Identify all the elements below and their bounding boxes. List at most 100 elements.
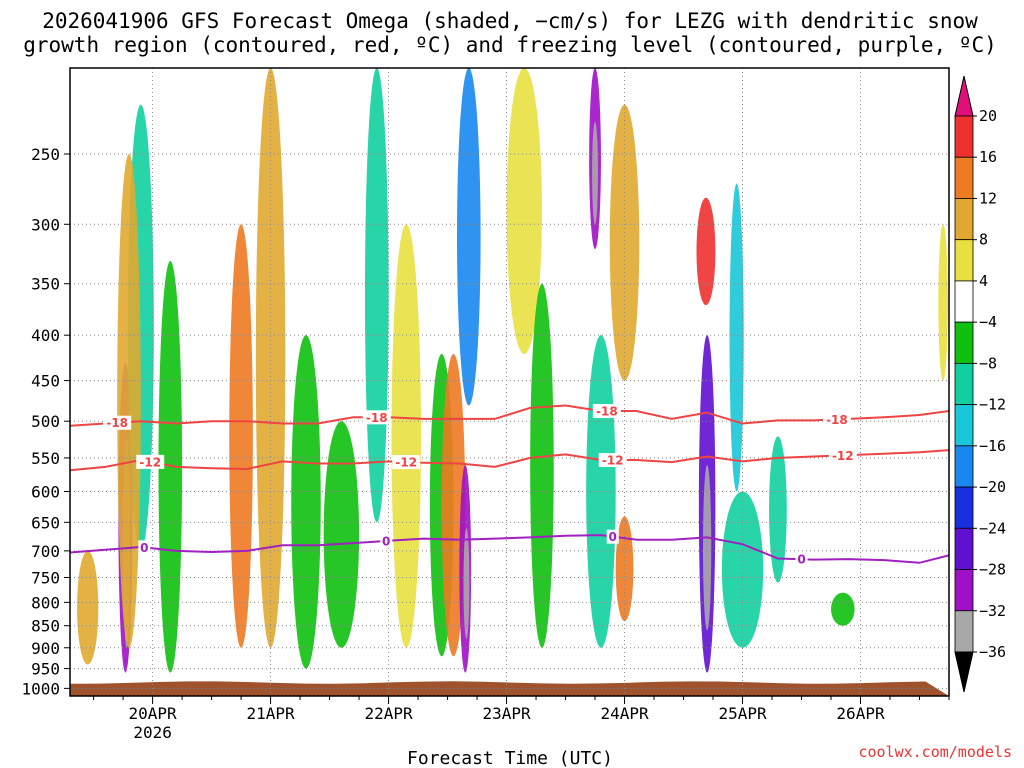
contour-line [70, 404, 949, 427]
contour-label: 0 [382, 534, 390, 548]
plot-frame [69, 67, 950, 697]
omega-shaded-feature [117, 154, 141, 648]
y-tick-label: 350 [31, 275, 60, 294]
colorbar-tick-label: 8 [979, 231, 988, 249]
omega-shaded-feature [609, 104, 640, 381]
omega-shaded-feature [938, 224, 948, 381]
contour-label-background [828, 448, 857, 463]
contour-label: 0 [609, 530, 617, 544]
contour-label: -12 [139, 455, 161, 469]
omega-shaded-feature [506, 68, 542, 354]
colorbar-tick-label: 20 [979, 107, 997, 125]
contour-label-background [138, 540, 151, 555]
omega-shaded-feature [456, 68, 481, 406]
contour-label: -12 [832, 449, 854, 463]
contour-line [70, 449, 949, 472]
colorbar-swatch [954, 198, 974, 241]
colorbar-tick-label: −20 [979, 478, 1006, 496]
colorbar-swatch [954, 486, 974, 529]
contour-label: -18 [366, 411, 388, 425]
y-axis-pressure-ticks: 250 300 350 400 450 500 550 600 650 700 750 800 850 9… [21, 145, 70, 698]
colorbar-tick-label: 4 [979, 272, 988, 290]
colorbar-swatch [954, 445, 974, 488]
colorbar-swatch [954, 610, 974, 653]
colorbar-tick-label: −28 [979, 561, 1006, 579]
contour-label-background [362, 410, 391, 425]
contour-label: 0 [140, 541, 148, 555]
y-tick-label: 950 [31, 660, 60, 679]
chart-title-line-2: growth region (contoured, red, ºC) and f… [23, 33, 997, 57]
contour-label-background [136, 454, 165, 469]
y-tick-label: 650 [31, 513, 60, 532]
y-tick-label: 450 [31, 372, 60, 391]
omega-shaded-feature [229, 224, 253, 648]
ground-surface [70, 681, 949, 696]
x-tick-label: 20APR [129, 704, 178, 723]
colorbar-tick-label: −12 [979, 396, 1006, 414]
contours: -18 -18 -18 -18 -12 -12 -12 -12 0 0 0 0 [70, 404, 949, 567]
colorbar-swatch [954, 362, 974, 406]
colorbar-tick-label: 12 [979, 189, 997, 207]
omega-shaded-feature [441, 353, 466, 657]
colorbar-tick-label: −8 [979, 354, 997, 372]
chart-title-line-1: 2026041906 GFS Forecast Omega (shaded, −… [42, 9, 978, 33]
omega-shaded-feature [323, 421, 360, 648]
colorbar-swatch [954, 321, 974, 364]
x-tick-label: 25APR [718, 704, 767, 723]
contour-label-background [103, 415, 132, 430]
colorbar-tick-label: −36 [979, 643, 1006, 661]
omega-shaded-feature [721, 491, 764, 648]
contour-label-background [795, 552, 808, 567]
y-tick-label: 1000 [21, 679, 60, 698]
colorbar-swatch [954, 569, 974, 612]
y-tick-label: 400 [31, 326, 60, 345]
y-tick-label: 600 [31, 482, 60, 501]
y-tick-label: 700 [31, 542, 60, 561]
contour-label-background [606, 529, 619, 544]
y-tick-label: 300 [31, 215, 60, 234]
x-tick-label: 21APR [246, 704, 295, 723]
contour-label: 0 [797, 553, 805, 567]
x-tick-label: 26APR [836, 704, 885, 723]
x-tick-label: 22APR [364, 704, 413, 723]
colorbar-swatch [954, 115, 974, 158]
contour-label: -12 [602, 454, 624, 468]
colorbar-swatch [954, 156, 974, 199]
contour-label: -18 [596, 405, 618, 419]
omega-shaded-feature [530, 283, 554, 648]
omega-shaded-feature [696, 197, 716, 306]
omega-shaded-feature [592, 121, 598, 225]
contour-label-background [392, 455, 421, 470]
omega-shaded-feature [77, 550, 99, 665]
contour-label-background [822, 412, 851, 427]
omega-shaded-feature [391, 224, 422, 648]
colorbar-tick-label: −4 [979, 313, 997, 331]
colorbar-swatch [954, 527, 974, 570]
colorbar-tick-label: 16 [979, 148, 997, 166]
x-axis-title: Forecast Time (UTC) [407, 748, 613, 768]
x-tick-label: 23APR [482, 704, 531, 723]
x-tick-label: 24APR [600, 704, 649, 723]
omega-shading [77, 68, 948, 673]
omega-shaded-feature [702, 464, 712, 631]
colorbar-legend: 20 16 12 8 4 −4 −8 −12 −16 −20 −24 −28 −32 −36 [954, 75, 1006, 693]
y-tick-label: 500 [31, 412, 60, 431]
contour-line [70, 534, 949, 564]
contour-label: -12 [395, 456, 417, 470]
omega-shaded-feature [729, 183, 744, 492]
omega-shaded-feature [831, 592, 855, 626]
contour-label-background [592, 404, 621, 419]
colorbar-bottom-arrow [954, 651, 974, 693]
colorbar-tick-label: −32 [979, 602, 1006, 620]
omega-shaded-feature [364, 68, 389, 523]
colorbar-swatch [954, 404, 974, 447]
x-tick-year-label: 2026 [133, 723, 172, 742]
ground-below-surface [70, 681, 949, 696]
y-tick-label: 250 [31, 145, 60, 164]
colorbar-swatch [954, 280, 974, 323]
contour-label-background [380, 533, 393, 548]
y-tick-label: 850 [31, 617, 60, 636]
y-tick-label: 900 [31, 639, 60, 658]
omega-shaded-feature [291, 335, 321, 669]
